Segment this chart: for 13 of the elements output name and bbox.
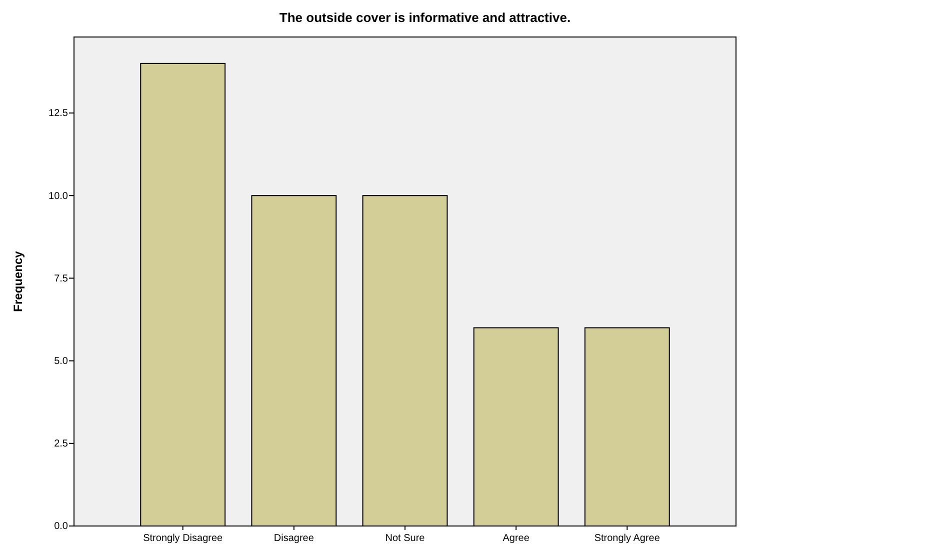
y-tick-label: 10.0 (48, 190, 68, 202)
y-tick-label: 0.0 (54, 521, 68, 532)
y-tick-label: 7.5 (54, 273, 68, 284)
x-tick-label: Agree (502, 533, 530, 544)
y-tick-label: 2.5 (54, 438, 68, 450)
y-tick-label: 5.0 (54, 356, 68, 367)
x-tick-label: Strongly Disagree (143, 533, 224, 544)
x-tick-label: Not Sure (385, 533, 426, 544)
y-axis-title: Frequency (11, 250, 25, 312)
x-tick-label: Disagree (274, 533, 314, 544)
chart-title: The outside cover is informative and attractive. (279, 10, 571, 25)
x-tick-label: Strongly Agree (594, 533, 660, 544)
y-tick-label: 12.5 (48, 108, 68, 120)
